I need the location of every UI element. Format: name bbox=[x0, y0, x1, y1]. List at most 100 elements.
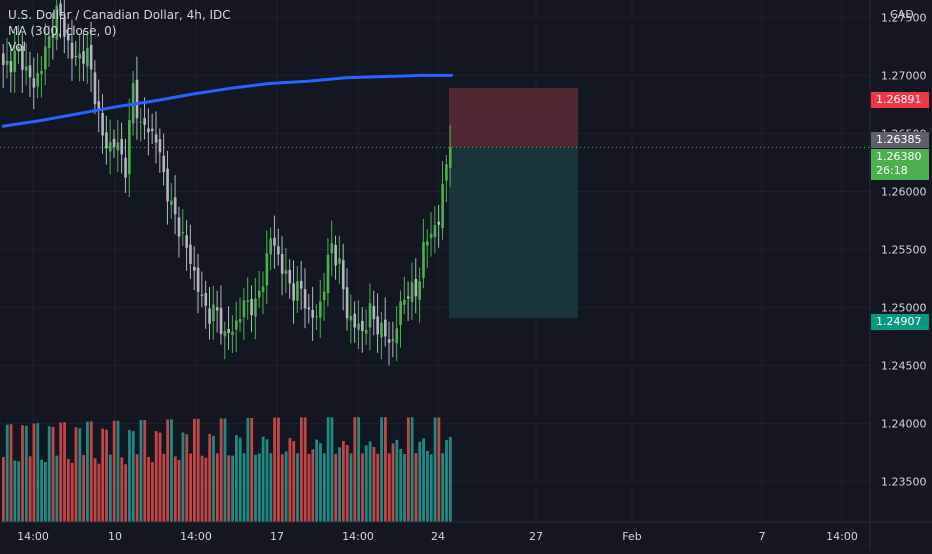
volume-bar bbox=[414, 453, 418, 522]
volume-bar bbox=[135, 454, 139, 522]
volume-bar bbox=[204, 457, 208, 522]
time-axis[interactable]: 14:00 10 14:00 17 14:00 24 27 Feb 7 14:00 bbox=[0, 521, 932, 543]
volume-bar bbox=[384, 417, 387, 522]
candle-body bbox=[2, 53, 5, 65]
candle-body bbox=[208, 308, 211, 324]
volume-bar bbox=[296, 453, 299, 522]
candle-body bbox=[24, 66, 28, 71]
candle-body bbox=[387, 339, 391, 343]
candle-body bbox=[410, 282, 414, 302]
volume-bar bbox=[193, 418, 196, 522]
candle-body bbox=[265, 253, 269, 286]
candle-body bbox=[166, 168, 169, 202]
candle-body bbox=[280, 253, 284, 274]
volume-bar bbox=[311, 449, 315, 522]
candle-body bbox=[330, 243, 334, 254]
candle-body bbox=[296, 281, 299, 301]
volume-bar bbox=[89, 421, 93, 522]
volume-bar bbox=[410, 417, 414, 522]
volume-bar bbox=[403, 453, 406, 522]
volume-bar bbox=[36, 423, 40, 522]
volume-bar bbox=[82, 455, 86, 522]
candle-body bbox=[242, 300, 246, 318]
take-profit-zone[interactable] bbox=[449, 147, 578, 319]
volume-bar bbox=[437, 417, 441, 522]
volume-bar bbox=[196, 418, 200, 522]
volume-bar bbox=[93, 458, 97, 522]
volume-bar bbox=[170, 419, 173, 522]
candle-body bbox=[181, 232, 185, 234]
volume-bar bbox=[353, 417, 357, 522]
candle-body bbox=[47, 36, 51, 49]
candle-body bbox=[162, 155, 166, 173]
candle-body bbox=[21, 45, 24, 70]
volume-bar bbox=[269, 453, 273, 522]
volume-bar bbox=[334, 453, 338, 522]
crosshair-price-tag: 1.26385 bbox=[871, 132, 929, 148]
candle-body bbox=[55, 5, 59, 40]
volume-bar bbox=[139, 420, 143, 522]
candle-body bbox=[170, 200, 173, 205]
volume-bar bbox=[200, 455, 204, 522]
candle-body bbox=[212, 304, 215, 322]
x-tick-label: 14:00 bbox=[826, 530, 858, 543]
y-tick-label: 1.27000 bbox=[881, 69, 927, 82]
volume-bar bbox=[238, 437, 242, 522]
short-position-tool[interactable] bbox=[449, 88, 578, 319]
candle-body bbox=[338, 258, 341, 264]
x-tick-label: 14:00 bbox=[180, 530, 212, 543]
volume-bar bbox=[116, 420, 120, 522]
volume-bar bbox=[361, 453, 364, 522]
candle-body bbox=[315, 316, 318, 318]
candle-body bbox=[403, 299, 406, 305]
volume-bar bbox=[445, 439, 448, 522]
volume-bar bbox=[9, 424, 13, 522]
volume-bar bbox=[246, 417, 250, 522]
stop-loss-zone[interactable] bbox=[449, 88, 578, 148]
y-tick-label: 1.26000 bbox=[881, 185, 927, 198]
candle-body bbox=[429, 233, 433, 238]
volume-bar bbox=[387, 453, 391, 522]
volume-bar bbox=[13, 460, 17, 522]
candle-body bbox=[261, 286, 265, 292]
y-tick-label: 1.25500 bbox=[881, 243, 927, 256]
candle-body bbox=[173, 197, 177, 215]
volume-indicator-label[interactable]: Vol bbox=[8, 40, 26, 54]
bar-countdown: 26:18 bbox=[876, 164, 908, 177]
candle-body bbox=[150, 128, 154, 131]
candle-body bbox=[89, 44, 93, 70]
candle-body bbox=[223, 331, 227, 337]
candle-body bbox=[391, 339, 395, 341]
candle-body bbox=[334, 244, 337, 266]
price-axis[interactable]: 1.275001.270001.265001.260001.255001.250… bbox=[869, 0, 927, 550]
volume-bar bbox=[315, 439, 319, 522]
candle-body bbox=[433, 225, 437, 238]
candle-body bbox=[341, 260, 345, 290]
symbol-title[interactable]: U.S. Dollar / Canadian Dollar, 4h, IDC bbox=[8, 8, 231, 22]
candle-body bbox=[200, 294, 204, 296]
volume-bar bbox=[341, 441, 345, 522]
candle-body bbox=[319, 301, 322, 318]
candle-body bbox=[437, 221, 441, 225]
candles bbox=[2, 0, 452, 366]
volume-bar bbox=[319, 443, 322, 522]
volume-bar bbox=[108, 454, 112, 522]
ma-indicator-label[interactable]: MA (300, close, 0) bbox=[8, 24, 117, 38]
candle-body bbox=[422, 242, 425, 278]
candle-body bbox=[97, 101, 101, 110]
candle-body bbox=[78, 53, 81, 59]
volume-bar bbox=[162, 453, 166, 522]
candle-body bbox=[284, 270, 288, 274]
volume-bar bbox=[173, 456, 177, 522]
candle-body bbox=[399, 301, 402, 326]
candle-body bbox=[384, 319, 387, 337]
candle-body bbox=[74, 56, 78, 58]
candle-body bbox=[193, 266, 196, 271]
candle-body bbox=[219, 308, 223, 335]
candle-body bbox=[235, 320, 238, 330]
candle-body bbox=[112, 138, 116, 147]
volume-bar bbox=[2, 457, 5, 522]
volume-bar bbox=[70, 462, 74, 522]
